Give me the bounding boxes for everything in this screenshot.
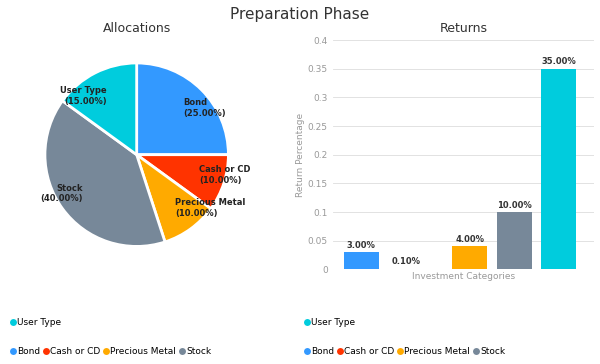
Text: Bond
(25.00%): Bond (25.00%) bbox=[184, 98, 226, 118]
Text: Preparation Phase: Preparation Phase bbox=[230, 7, 370, 22]
Wedge shape bbox=[137, 155, 229, 209]
Text: User Type
(15.00%): User Type (15.00%) bbox=[60, 86, 107, 106]
Text: 35.00%: 35.00% bbox=[542, 58, 577, 66]
Title: Returns: Returns bbox=[439, 22, 487, 35]
Text: 10.00%: 10.00% bbox=[497, 201, 532, 210]
Bar bbox=[344, 252, 379, 269]
Wedge shape bbox=[137, 63, 229, 155]
Title: Allocations: Allocations bbox=[103, 22, 171, 35]
Wedge shape bbox=[45, 101, 165, 246]
X-axis label: Investment Categories: Investment Categories bbox=[412, 272, 515, 281]
Text: Precious Metal
(10.00%): Precious Metal (10.00%) bbox=[175, 198, 246, 218]
Legend: User Type: User Type bbox=[305, 318, 355, 327]
Legend: Bond, Cash or CD, Precious Metal, Stock: Bond, Cash or CD, Precious Metal, Stock bbox=[11, 347, 211, 356]
Text: 4.00%: 4.00% bbox=[455, 235, 484, 244]
Text: Stock
(40.00%): Stock (40.00%) bbox=[41, 184, 83, 203]
Wedge shape bbox=[62, 63, 137, 155]
Text: Cash or CD
(10.00%): Cash or CD (10.00%) bbox=[199, 165, 251, 185]
Bar bbox=[541, 69, 577, 269]
Wedge shape bbox=[137, 155, 211, 242]
Y-axis label: Return Percentage: Return Percentage bbox=[296, 112, 305, 197]
Text: 0.10%: 0.10% bbox=[391, 257, 421, 266]
Bar bbox=[452, 246, 487, 269]
Text: 3.00%: 3.00% bbox=[347, 241, 376, 250]
Bar bbox=[497, 212, 532, 269]
Legend: User Type: User Type bbox=[11, 318, 61, 327]
Legend: Bond, Cash or CD, Precious Metal, Stock: Bond, Cash or CD, Precious Metal, Stock bbox=[305, 347, 505, 356]
